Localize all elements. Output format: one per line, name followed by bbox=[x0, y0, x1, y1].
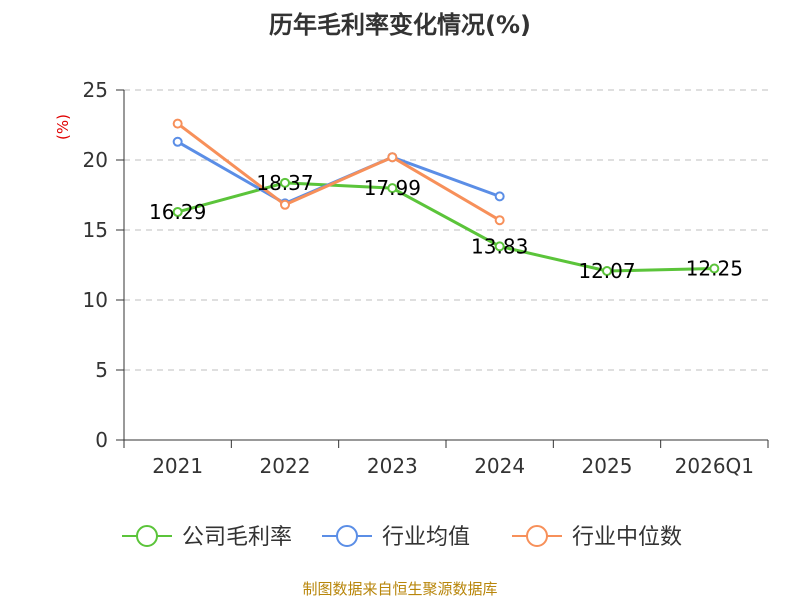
legend-item[interactable]: 行业中位数 bbox=[512, 525, 682, 550]
y-tick-label: 20 bbox=[83, 148, 108, 172]
chart-title: 历年毛利率变化情况(%) bbox=[269, 11, 531, 39]
y-axis-unit-label: (%) bbox=[54, 114, 72, 140]
y-tick-label: 15 bbox=[83, 218, 108, 242]
data-point bbox=[387, 152, 398, 163]
series-line bbox=[176, 140, 502, 205]
legend-marker bbox=[136, 525, 158, 547]
data-point bbox=[602, 266, 612, 277]
data-label: 17.99 bbox=[364, 176, 421, 200]
data-label: 12.07 bbox=[578, 259, 635, 283]
source-note: 制图数据来自恒生聚源数据库 bbox=[302, 580, 497, 598]
axes bbox=[116, 89, 769, 448]
legend-item[interactable]: 公司毛利率 bbox=[122, 525, 292, 550]
series-line bbox=[176, 181, 716, 273]
y-tick-label: 5 bbox=[95, 358, 108, 382]
y-tick-label: 0 bbox=[95, 428, 108, 452]
legend-item[interactable]: 行业均值 bbox=[322, 525, 470, 550]
legend-label: 行业均值 bbox=[382, 525, 470, 550]
data-point bbox=[280, 199, 290, 210]
x-tick-label: 2024 bbox=[474, 454, 525, 478]
data-point bbox=[709, 263, 720, 274]
data-labels: 16.29 18.37 17.99 13.83 12.07 12.25 bbox=[149, 171, 743, 283]
data-point bbox=[280, 177, 290, 188]
y-tick-labels: 0 5 10 15 20 25 bbox=[83, 78, 108, 452]
x-tick-labels: 2021 2022 2023 2024 2025 2026Q1 bbox=[152, 454, 754, 478]
data-label: 18.37 bbox=[256, 171, 313, 195]
data-label: 12.25 bbox=[686, 257, 743, 281]
data-point bbox=[172, 136, 183, 147]
data-point bbox=[494, 191, 505, 202]
legend-marker bbox=[336, 525, 358, 547]
x-tick-label: 2022 bbox=[260, 454, 311, 478]
series-line bbox=[176, 122, 502, 222]
data-label: 16.29 bbox=[149, 200, 206, 224]
x-tick-label: 2023 bbox=[367, 454, 418, 478]
x-tick-label: 2026Q1 bbox=[675, 454, 754, 478]
data-point bbox=[172, 118, 183, 129]
data-label: 13.83 bbox=[471, 234, 528, 258]
legend-label: 公司毛利率 bbox=[182, 525, 292, 550]
data-point bbox=[494, 241, 505, 252]
data-point bbox=[387, 183, 398, 194]
legend-label: 行业中位数 bbox=[572, 525, 682, 550]
data-point bbox=[172, 206, 183, 217]
legend[interactable]: 公司毛利率 行业均值 行业中位数 bbox=[122, 525, 682, 550]
legend-marker bbox=[526, 525, 548, 547]
series-lines bbox=[172, 118, 720, 277]
y-tick-label: 25 bbox=[83, 78, 108, 102]
grid-lines bbox=[124, 89, 768, 371]
data-point bbox=[494, 215, 505, 226]
x-tick-label: 2021 bbox=[152, 454, 203, 478]
x-tick-label: 2025 bbox=[582, 454, 633, 478]
y-tick-label: 10 bbox=[83, 288, 108, 312]
